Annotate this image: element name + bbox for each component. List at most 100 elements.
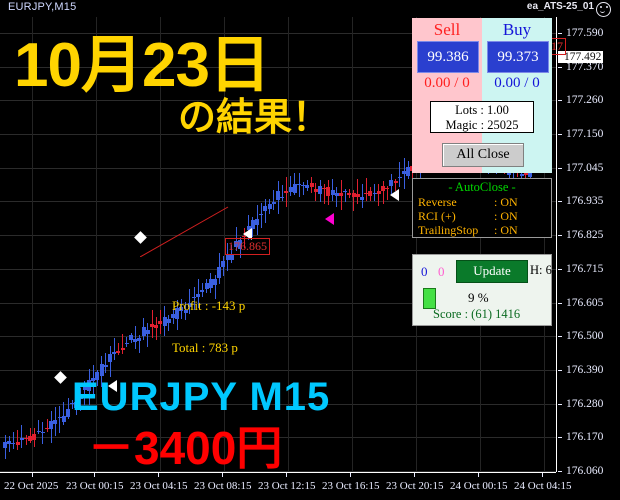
time-axis-label: 23 Oct 08:15 xyxy=(194,480,252,492)
candle-body xyxy=(171,314,175,318)
price-tick xyxy=(558,100,562,102)
candle-body xyxy=(100,364,104,376)
update-button[interactable]: Update xyxy=(456,260,528,283)
current-price-label: 177.492 xyxy=(558,51,604,63)
price-axis-label: 177.150 xyxy=(566,128,604,141)
marker-arrow-left-1 xyxy=(108,380,117,392)
autoclose-value: : ON xyxy=(494,223,518,237)
candle-body xyxy=(58,417,62,418)
candle-wick xyxy=(353,190,354,211)
candle-body xyxy=(528,171,532,177)
candle-wick xyxy=(42,422,43,444)
autoclose-row[interactable]: RCI (+): ON xyxy=(418,209,551,223)
update-h-label: H: 6 xyxy=(530,263,552,277)
candle-body xyxy=(284,191,288,193)
price-tick xyxy=(558,302,562,304)
autoclose-row[interactable]: Reverse : ON xyxy=(418,195,551,209)
progress-bar xyxy=(423,288,436,309)
price-tick xyxy=(558,201,562,203)
time-tick xyxy=(286,473,287,477)
update-box: 0 0 Update H: 6 9 % Score : (61) 1416 xyxy=(412,254,552,326)
candle-body xyxy=(368,191,372,196)
price-axis-label: 176.280 xyxy=(566,397,604,410)
candle-body xyxy=(272,202,276,204)
price-tick xyxy=(558,336,562,338)
lots-magic-box[interactable]: Lots : 1.00 Magic : 25025 xyxy=(430,101,534,133)
price-tag-box: 176.865 xyxy=(225,238,270,255)
candle-body xyxy=(7,441,11,444)
price-tick xyxy=(558,33,562,34)
candle-body xyxy=(70,403,74,404)
candle-body xyxy=(175,308,179,319)
candle-wick xyxy=(236,227,237,251)
sell-stats: 0.00 / 0 xyxy=(424,75,470,91)
overlay-pair-text: EURJPY M15 xyxy=(72,375,331,419)
candle-body xyxy=(276,191,280,200)
candle-body xyxy=(398,177,402,178)
candle-body xyxy=(3,442,7,448)
candle-body xyxy=(305,185,309,188)
candle-body xyxy=(188,303,192,307)
candle-body xyxy=(74,402,78,408)
time-tick xyxy=(350,473,351,477)
candle-body xyxy=(360,197,364,200)
candle-body xyxy=(293,184,297,193)
trend-line xyxy=(140,206,229,257)
sell-buy-row: Sell 99.386 0.00 / 0 Buy 99.373 0.00 / 0 xyxy=(412,18,552,100)
autoclose-row[interactable]: TrailingStop: ON xyxy=(418,223,551,237)
candle-body xyxy=(352,193,356,197)
candle-body xyxy=(322,188,326,189)
buy-button[interactable]: 99.373 xyxy=(487,41,549,73)
candle-wick xyxy=(168,315,169,331)
candle-wick xyxy=(21,425,22,448)
autoclose-key: Reverse xyxy=(418,195,457,209)
candle-wick xyxy=(399,162,400,187)
marker-diamond-1 xyxy=(54,371,67,384)
sell-title: Sell xyxy=(433,20,461,39)
autoclose-box: - AutoClose - Reverse : ON RCI (+): ON Trai… xyxy=(412,178,552,238)
autoclose-title: - AutoClose - xyxy=(448,180,516,194)
candle-body xyxy=(251,220,255,229)
progress-percent: 9 % xyxy=(468,290,489,305)
autoclose-value: : ON xyxy=(494,195,518,209)
price-axis[interactable]: 177.590 177.370 177.260 177.150 177.045 176.9… xyxy=(556,17,620,477)
candle-body xyxy=(385,188,389,189)
price-axis-label: 176.390 xyxy=(566,363,604,376)
grid-line xyxy=(0,100,556,101)
update-count-blue: 0 xyxy=(421,264,428,279)
candle-body xyxy=(205,283,209,289)
sell-button[interactable]: 99.386 xyxy=(417,41,479,73)
candle-body xyxy=(45,428,49,429)
time-tick xyxy=(414,473,415,477)
candle-wick xyxy=(198,279,199,308)
price-tick xyxy=(558,134,562,136)
price-tick xyxy=(558,403,562,405)
candle-body xyxy=(331,190,335,195)
time-axis-label: 23 Oct 12:15 xyxy=(258,480,316,492)
candle-body xyxy=(37,431,41,432)
title-bar: EURJPY,M15 ea_ATS-25_01 xyxy=(0,0,620,17)
candle-body xyxy=(226,254,230,260)
candle-wick xyxy=(9,436,10,452)
candle-body xyxy=(146,330,150,334)
candle-body xyxy=(158,321,162,324)
candle-body xyxy=(200,290,204,292)
marker-arrow-magenta xyxy=(325,213,334,225)
candle-body xyxy=(381,186,385,191)
time-axis-label: 23 Oct 20:15 xyxy=(386,480,444,492)
candle-wick xyxy=(47,419,48,432)
price-axis-label: 176.935 xyxy=(566,195,604,208)
candle-wick xyxy=(194,287,195,310)
candle-wick xyxy=(63,402,64,425)
candle-body xyxy=(116,351,120,353)
grid-line xyxy=(0,134,556,135)
marker-arrow-left-3 xyxy=(390,189,399,201)
time-axis[interactable]: 22 Oct 2025 23 Oct 00:15 23 Oct 04:15 23 Oc… xyxy=(0,472,571,500)
candle-wick xyxy=(147,323,148,347)
candle-body xyxy=(234,241,238,247)
price-tick xyxy=(558,66,562,68)
all-close-button[interactable]: All Close xyxy=(442,143,524,167)
candle-body xyxy=(66,409,70,417)
candle-body xyxy=(213,279,217,285)
